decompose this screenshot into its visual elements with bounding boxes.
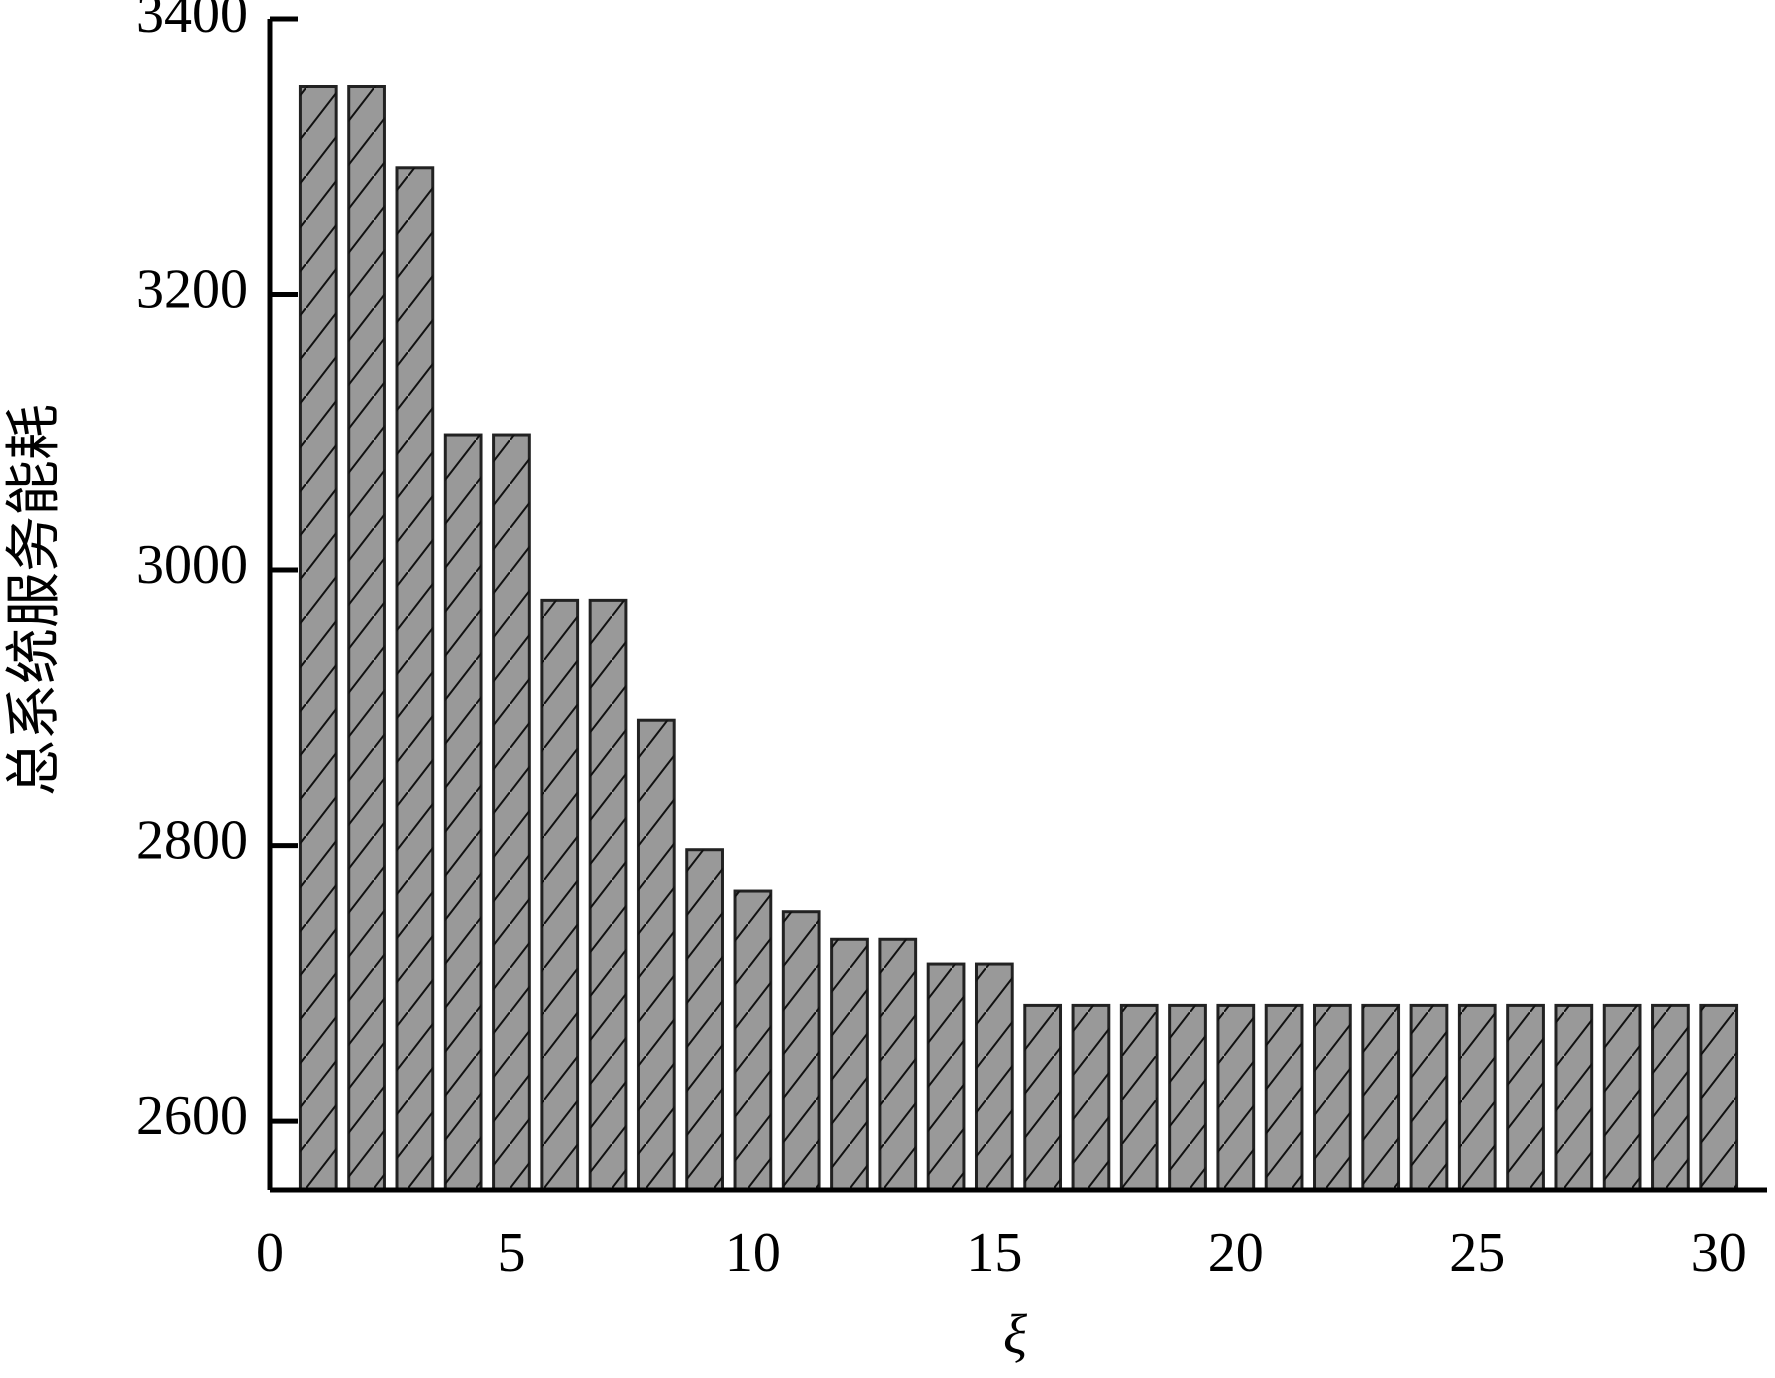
y-axis-label: 总系统服务能耗 [4,404,66,796]
bar-hatch [1700,1005,1737,1190]
y-tick-label: 2600 [136,1085,248,1147]
bar-hatch [590,600,626,1190]
bar-hatch [300,86,337,1190]
y-tick-label: 3200 [136,258,248,320]
x-tick-label: 30 [1691,1222,1747,1284]
x-tick-label: 0 [256,1222,284,1284]
bar-hatch [1555,1005,1592,1190]
bar-hatch [1507,1005,1544,1190]
bar-hatch [493,435,530,1190]
bar-hatch [445,435,482,1190]
bar-hatch [976,964,1013,1190]
y-tick-label: 3400 [136,0,248,45]
x-tick-label: 25 [1449,1222,1505,1284]
bar-hatch [1024,1005,1061,1190]
bar-hatch [879,939,916,1190]
bar-hatch [1459,1005,1496,1190]
x-tick-label: 5 [497,1222,525,1284]
x-tick-label: 20 [1208,1222,1264,1284]
bar-hatch [397,167,433,1190]
bar-hatch [928,964,964,1190]
bar-hatch [1073,1005,1109,1190]
bar-hatch [831,939,868,1190]
bar-hatch [735,891,771,1190]
bar-hatch [783,911,820,1190]
y-tick-label: 2800 [136,809,248,871]
x-axis-label: ξ [1003,1304,1027,1366]
bar-hatch [1266,1005,1302,1190]
bar-hatch [686,849,723,1190]
bar-hatch [1362,1005,1399,1190]
x-tick-label: 10 [725,1222,781,1284]
bar-hatch [1604,1005,1640,1190]
bar-hatch [638,720,675,1190]
bar-hatch [1217,1005,1254,1190]
bar-hatch [1169,1005,1206,1190]
bar-hatch [541,600,578,1190]
y-tick-label: 3000 [136,534,248,596]
bar-hatch [1411,1005,1447,1190]
x-tick-label: 15 [966,1222,1022,1284]
bar-hatch [1652,1005,1689,1190]
bar-hatch [1314,1005,1351,1190]
bar-hatch [1121,1005,1158,1190]
bar-hatch [348,86,385,1190]
